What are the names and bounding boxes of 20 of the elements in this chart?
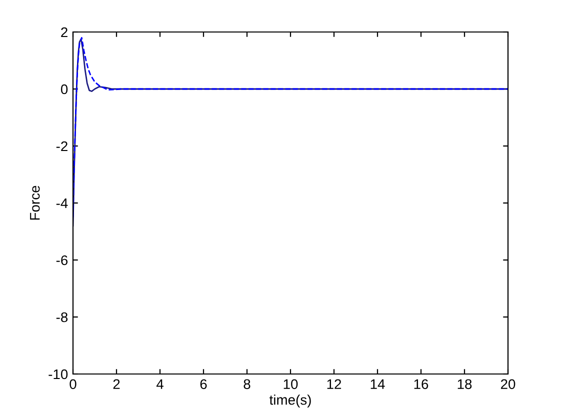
x-axis-title: time(s) — [269, 394, 311, 408]
x-tick-label: 0 — [70, 379, 76, 390]
x-tick-label: 4 — [156, 379, 164, 389]
x-tick-label: 18 — [458, 379, 472, 390]
x-tick-label: 8 — [244, 379, 250, 390]
x-tick-label: 6 — [200, 379, 207, 390]
x-tick-label: 20 — [500, 379, 516, 390]
y-tick-label: -4 — [56, 198, 68, 208]
x-tick-label: 2 — [113, 379, 120, 389]
x-tick-label: 10 — [284, 379, 298, 390]
y-tick-label: -2 — [56, 141, 68, 152]
x-tick-label: 12 — [327, 379, 342, 389]
x-tick-label: 16 — [414, 379, 428, 390]
x-tick-label: 14 — [370, 379, 385, 389]
y-tick-label: 0 — [60, 84, 68, 94]
y-tick-label: -6 — [56, 255, 68, 266]
y-tick-label: -8 — [56, 312, 68, 322]
y-axis-title: Force — [30, 186, 40, 220]
y-tick-label: -10 — [48, 369, 68, 380]
y-tick-label: 2 — [61, 27, 68, 38]
